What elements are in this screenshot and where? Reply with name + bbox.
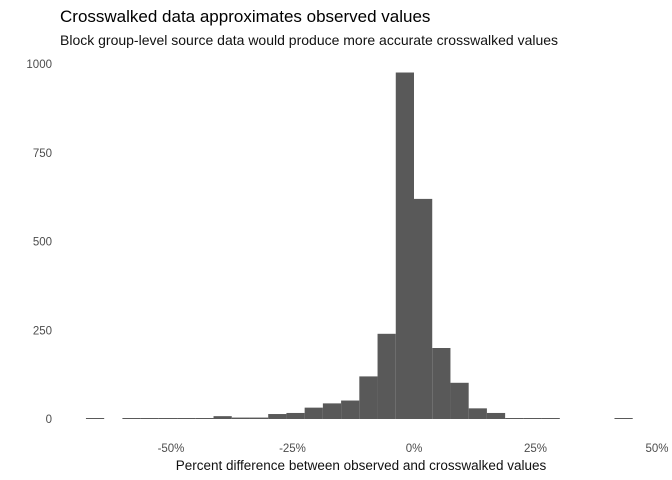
histogram-bar	[304, 407, 323, 419]
histogram-bar	[341, 400, 360, 419]
histogram-bar	[523, 418, 542, 419]
histogram-bar	[450, 382, 469, 419]
y-tick-label: 750	[33, 148, 52, 160]
y-tick-label: 250	[33, 325, 52, 337]
histogram-bar	[231, 417, 250, 419]
x-tick-label: 25%	[524, 443, 547, 455]
histogram-bars	[85, 72, 633, 420]
x-tick-label: 50%	[645, 443, 668, 455]
histogram-bar	[158, 418, 178, 419]
histogram-bar	[286, 412, 305, 419]
x-tick-label: -25%	[279, 443, 306, 455]
histogram-bar	[140, 418, 159, 419]
histogram-bar	[195, 418, 214, 419]
histogram-bar	[414, 198, 433, 419]
chart-title: Crosswalked data approximates observed v…	[60, 7, 431, 26]
histogram-bar	[85, 418, 105, 419]
x-tick-label: 0%	[406, 443, 423, 455]
histogram-bar	[249, 417, 269, 419]
histogram-bar	[486, 412, 506, 419]
histogram-bar	[322, 403, 342, 419]
histogram-bar	[541, 418, 560, 419]
y-axis-ticks: 0 250 500 750 1000	[26, 59, 52, 426]
y-tick-label: 0	[46, 414, 52, 426]
histogram-bar	[213, 416, 232, 419]
histogram-bar	[395, 72, 414, 420]
histogram-bar	[359, 376, 378, 419]
histogram-bar	[505, 418, 524, 419]
histogram-bar	[122, 418, 141, 419]
x-axis-ticks: -50% -25% 0% 25% 50%	[158, 443, 669, 455]
x-axis-label: Percent difference between observed and …	[176, 458, 547, 473]
histogram-bar	[614, 418, 633, 419]
x-tick-label: -50%	[158, 443, 185, 455]
chart-subtitle: Block group-level source data would prod…	[60, 32, 559, 48]
y-tick-label: 500	[33, 237, 52, 249]
y-tick-label: 1000	[26, 59, 52, 71]
histogram-bar	[377, 333, 396, 419]
histogram-bar	[432, 348, 451, 419]
histogram-bar	[268, 414, 287, 419]
histogram-bar	[177, 418, 196, 419]
histogram-bar	[468, 408, 487, 419]
